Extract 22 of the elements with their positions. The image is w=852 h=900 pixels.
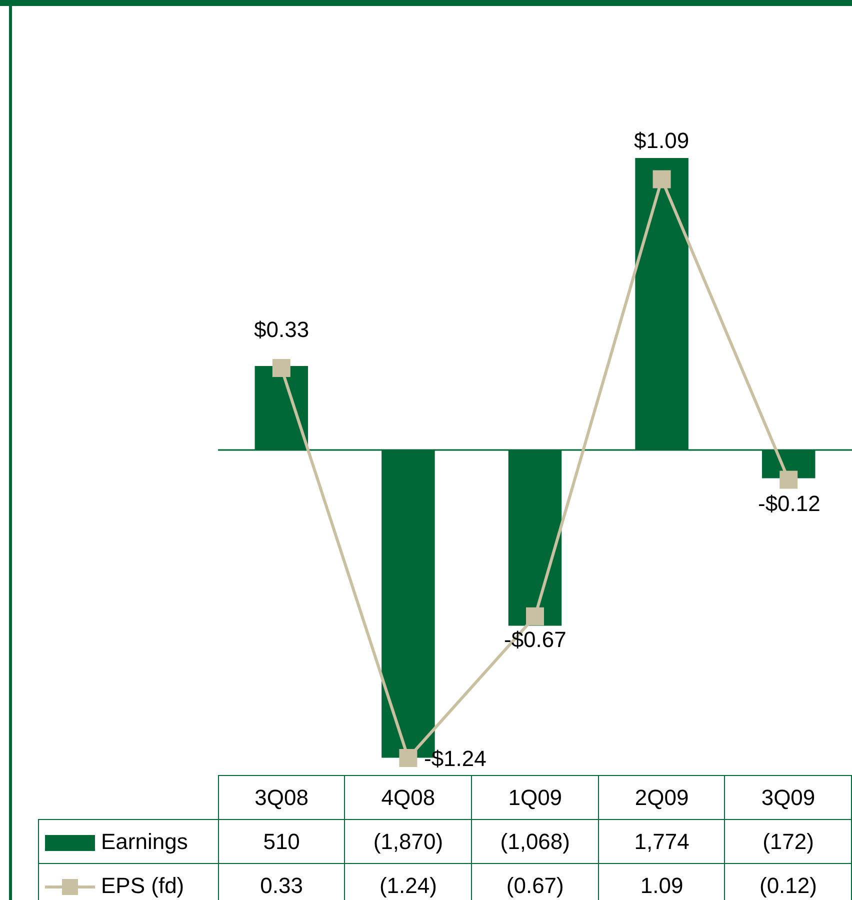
legend-label: Earnings	[38, 820, 218, 864]
data-label: (0.12)	[724, 864, 852, 900]
x-tick-label: 3Q09	[724, 776, 852, 820]
data-label: (1,870)	[344, 820, 472, 864]
data-label: (172)	[724, 820, 852, 864]
text: $1.09	[634, 128, 690, 153]
data-label: 1.09	[598, 864, 725, 900]
data-label: (0.67)	[472, 864, 599, 900]
x-tick-label: 3Q08	[218, 776, 345, 820]
data-label: (1.24)	[344, 864, 472, 900]
annotation: $0.33	[254, 317, 310, 342]
data-label: (1,068)	[472, 820, 599, 864]
x-tick-label: 1Q09	[472, 776, 599, 820]
data-label: 510	[218, 820, 345, 864]
x-tick-label: 4Q08	[344, 776, 472, 820]
data-label: 1,774	[598, 820, 725, 864]
data-label: 0.33	[218, 864, 345, 900]
x-tick-label: 2Q09	[598, 776, 725, 820]
annotation: -$0.67	[504, 627, 566, 652]
annotation: -$1.24	[424, 746, 486, 771]
annotation: -$0.12	[758, 491, 820, 516]
legend-label: EPS (fd)	[38, 864, 218, 900]
